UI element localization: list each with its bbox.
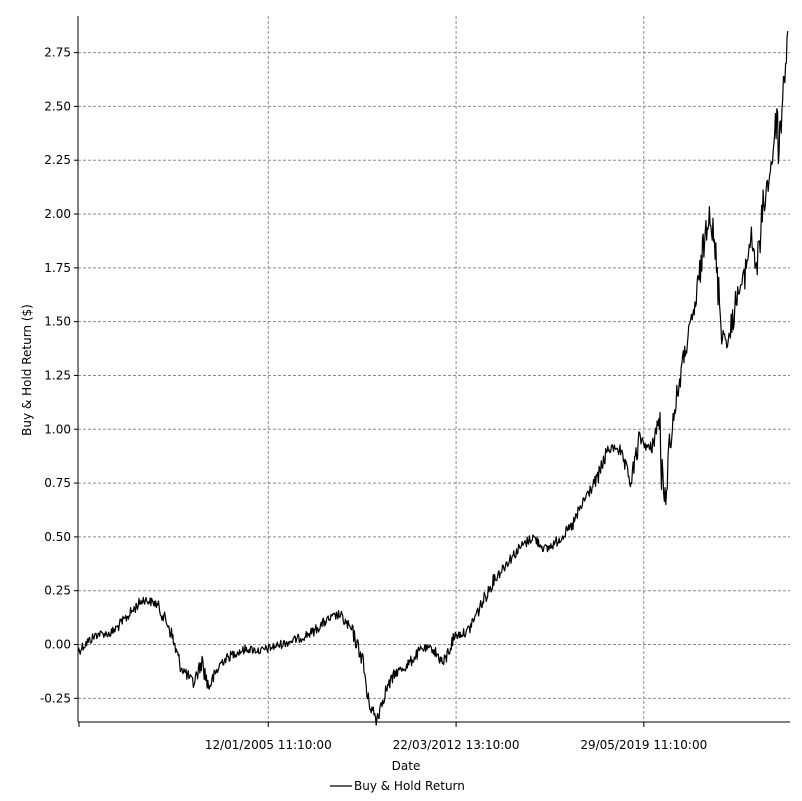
y-tick-label: 0.75 xyxy=(44,476,71,490)
grid xyxy=(78,16,790,722)
legend-label: Buy & Hold Return xyxy=(354,779,465,793)
series-layer xyxy=(77,30,789,726)
y-tick-label: 1.50 xyxy=(44,315,71,329)
x-tick-label: 29/05/2019 11:10:00 xyxy=(580,738,707,752)
y-tick-label: 1.75 xyxy=(44,261,71,275)
y-tick-label: 2.50 xyxy=(44,99,71,113)
y-axis-title: Buy & Hold Return ($) xyxy=(20,304,34,436)
y-tick-label: 2.75 xyxy=(44,46,71,60)
x-tick-label: 22/03/2012 13:10:00 xyxy=(393,738,520,752)
legend: Buy & Hold Return xyxy=(330,779,465,793)
y-tick-label: 0.00 xyxy=(44,638,71,652)
y-tick-label: 1.00 xyxy=(44,422,71,436)
y-tick-label: -0.25 xyxy=(40,691,71,705)
y-tick-label: 1.25 xyxy=(44,368,71,382)
y-ticks: -0.25 0.00 0.25 0.50 0.75 1.00 1.25 1.50 1.75 2.0… xyxy=(40,46,78,705)
y-tick-label: 2.25 xyxy=(44,153,71,167)
y-tick-label: 0.50 xyxy=(44,530,71,544)
x-tick-label: 12/01/2005 11:10:00 xyxy=(205,738,332,752)
x-ticks: 12/01/2005 11:10:00 22/03/2012 13:10:00 29… xyxy=(78,722,707,752)
axes xyxy=(77,16,790,723)
x-axis-title: Date xyxy=(392,759,421,773)
y-tick-label: 2.00 xyxy=(44,207,71,221)
y-tick-label: 0.25 xyxy=(44,584,71,598)
series-line-buy-hold-return xyxy=(77,30,789,726)
